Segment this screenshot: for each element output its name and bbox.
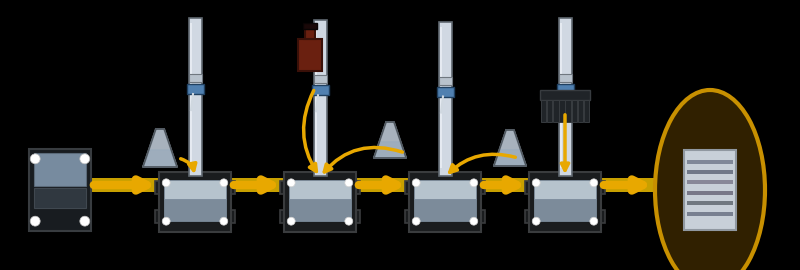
Bar: [558, 18, 571, 176]
Bar: [190, 23, 193, 168]
Bar: [525, 181, 538, 194]
Bar: [414, 180, 475, 199]
Bar: [186, 84, 203, 94]
Bar: [305, 29, 315, 39]
Bar: [314, 20, 326, 176]
Bar: [592, 181, 605, 194]
Bar: [290, 180, 350, 199]
Bar: [311, 85, 329, 95]
Bar: [687, 160, 733, 164]
Bar: [29, 149, 91, 231]
Bar: [159, 172, 231, 232]
Bar: [30, 178, 680, 192]
Circle shape: [345, 217, 353, 225]
Circle shape: [220, 217, 228, 225]
Bar: [298, 39, 322, 71]
Ellipse shape: [655, 90, 765, 270]
Polygon shape: [143, 150, 177, 167]
Bar: [687, 191, 733, 195]
Bar: [578, 100, 583, 122]
Circle shape: [470, 217, 478, 225]
Bar: [472, 181, 485, 194]
Circle shape: [412, 179, 420, 187]
Circle shape: [162, 179, 170, 187]
Circle shape: [532, 217, 540, 225]
Bar: [189, 18, 202, 176]
Bar: [165, 199, 226, 221]
Bar: [687, 180, 733, 184]
Bar: [529, 172, 601, 232]
Circle shape: [590, 179, 598, 187]
Bar: [557, 84, 574, 94]
Polygon shape: [494, 130, 526, 166]
Polygon shape: [374, 122, 406, 158]
Circle shape: [590, 217, 598, 225]
Bar: [314, 75, 326, 83]
Bar: [189, 74, 202, 82]
Bar: [347, 181, 360, 194]
Bar: [437, 86, 454, 96]
Bar: [284, 172, 356, 232]
Bar: [571, 100, 577, 122]
Polygon shape: [143, 129, 177, 167]
Circle shape: [345, 179, 353, 187]
Bar: [547, 100, 552, 122]
Bar: [553, 100, 558, 122]
Bar: [687, 201, 733, 205]
Bar: [414, 199, 475, 221]
Bar: [440, 27, 442, 168]
Bar: [592, 210, 605, 223]
Bar: [155, 210, 168, 223]
Polygon shape: [374, 142, 406, 158]
Bar: [165, 180, 226, 199]
Circle shape: [470, 179, 478, 187]
Circle shape: [220, 179, 228, 187]
Circle shape: [80, 216, 90, 226]
Circle shape: [80, 154, 90, 164]
Bar: [525, 210, 538, 223]
Polygon shape: [494, 150, 526, 166]
Bar: [684, 150, 736, 230]
Bar: [280, 210, 293, 223]
Bar: [541, 100, 546, 122]
Circle shape: [30, 154, 40, 164]
Bar: [438, 76, 451, 85]
Bar: [405, 181, 418, 194]
Circle shape: [287, 179, 295, 187]
Bar: [315, 25, 318, 168]
Bar: [540, 90, 590, 100]
Bar: [222, 210, 235, 223]
Bar: [155, 181, 168, 194]
Bar: [280, 181, 293, 194]
Bar: [222, 181, 235, 194]
Bar: [560, 23, 562, 168]
Bar: [558, 74, 571, 82]
Bar: [584, 100, 590, 122]
Bar: [687, 170, 733, 174]
Bar: [438, 22, 451, 176]
Bar: [687, 212, 733, 216]
Circle shape: [287, 217, 295, 225]
Bar: [472, 210, 485, 223]
Bar: [559, 100, 565, 122]
Bar: [534, 180, 595, 199]
Bar: [405, 210, 418, 223]
Circle shape: [30, 216, 40, 226]
Bar: [409, 172, 481, 232]
Circle shape: [412, 217, 420, 225]
Bar: [290, 199, 350, 221]
Circle shape: [532, 179, 540, 187]
Bar: [534, 199, 595, 221]
Circle shape: [162, 217, 170, 225]
Bar: [347, 210, 360, 223]
Bar: [303, 23, 317, 29]
Bar: [34, 153, 86, 186]
Bar: [566, 100, 571, 122]
Bar: [34, 188, 86, 208]
